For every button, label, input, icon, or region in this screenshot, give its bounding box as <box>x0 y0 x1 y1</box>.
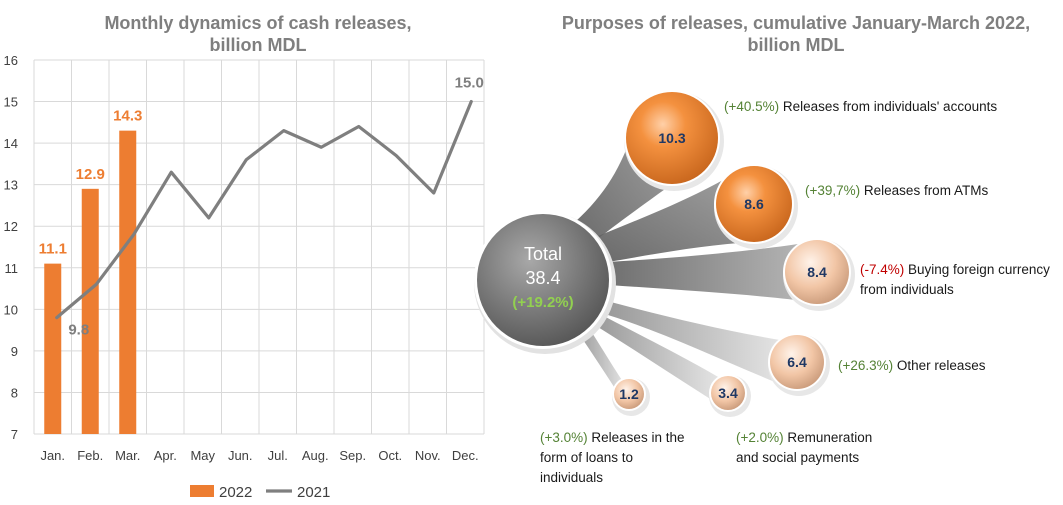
bar-2022 <box>44 263 62 434</box>
y-tick-label: 15 <box>4 95 18 110</box>
bubble <box>770 335 824 389</box>
purpose-label: (+3.0%) Releases in the form of loans to i… <box>540 430 684 485</box>
x-tick-label: Dec. <box>452 448 479 463</box>
purpose-name: individuals <box>540 470 603 485</box>
purpose-change: (-7.4%) <box>860 262 904 277</box>
y-tick-label: 14 <box>4 136 18 151</box>
purpose-label: (+2.0%) Remuneration and social payments <box>736 430 872 465</box>
right-chart-title-line: Purposes of releases, cumulative January… <box>562 13 1030 33</box>
purpose-change: (+3.0%) <box>540 430 588 445</box>
x-tick-label: Feb. <box>77 448 103 463</box>
left-chart-gridlines <box>33 59 485 435</box>
bubble-value: 6.4 <box>787 354 807 370</box>
y-tick-label: 11 <box>5 261 19 276</box>
y-tick-label: 16 <box>4 53 18 68</box>
bubble-value: 8.4 <box>807 264 827 280</box>
purposes-bubble-chart: Purposes of releases, cumulative January… <box>474 13 1050 485</box>
purpose-name: Releases from individuals' accounts <box>779 99 997 114</box>
x-tick-label: Aug. <box>302 448 329 463</box>
purpose-label: (-7.4%) Buying foreign currency from indi… <box>860 262 1050 297</box>
connector-ray <box>598 170 754 262</box>
left-chart-legend: 2022 2021 <box>190 484 330 501</box>
purpose-change: (+2.0%) <box>736 430 784 445</box>
connector-ray <box>607 243 812 302</box>
purpose-label: (+40.5%) Releases from individuals' acco… <box>724 99 997 114</box>
purpose-labels: (+40.5%) Releases from individuals' acco… <box>540 99 1050 485</box>
bar-data-label: 11.1 <box>39 241 67 258</box>
bubble <box>614 379 644 409</box>
left-chart-title-line: Monthly dynamics of cash releases, <box>104 13 411 33</box>
x-tick-label: Oct. <box>378 448 402 463</box>
x-tick-label: Jul. <box>268 448 288 463</box>
purpose-name: form of loans to <box>540 450 633 465</box>
x-tick-label: Sep. <box>339 448 366 463</box>
bar-data-label: 14.3 <box>113 108 142 125</box>
total-circle <box>477 214 609 346</box>
line-2021 <box>55 99 473 320</box>
purpose-name: and social payments <box>736 450 859 465</box>
bar-data-label: 12.9 <box>76 166 105 183</box>
right-chart-title-line: billion MDL <box>748 35 845 55</box>
purpose-name: Other releases <box>893 358 986 373</box>
left-chart-title-line: billion MDL <box>210 35 307 55</box>
purpose-change: (+40.5%) <box>724 99 779 114</box>
line-data-label: 9.8 <box>68 322 89 339</box>
left-chart-data-labels: 11.1 12.9 14.3 9.8 15.0 <box>39 75 484 339</box>
right-chart-title: Purposes of releases, cumulative January… <box>562 13 1030 55</box>
x-tick-label: May <box>190 448 215 463</box>
y-tick-label: 10 <box>4 302 18 317</box>
bubble <box>785 240 849 304</box>
bar-2022 <box>119 130 137 434</box>
connector-ray <box>590 312 726 409</box>
y-tick-label: 8 <box>11 385 18 400</box>
bubble <box>711 376 745 410</box>
purpose-label: (+39,7%) Releases from ATMs <box>805 183 988 198</box>
y-tick-label: 7 <box>11 427 18 442</box>
legend-label-2022: 2022 <box>219 484 252 501</box>
series-2022-bars <box>44 130 137 434</box>
left-chart-y-axis: 7 8 9 10 11 12 13 14 15 16 <box>4 53 18 442</box>
series-2021-line <box>55 99 473 320</box>
left-chart-x-axis: Jan. Feb. Mar. Apr. May Jun. Jul. Aug. Sep. Oct. N… <box>40 448 478 463</box>
y-tick-label: 9 <box>11 344 18 359</box>
monthly-dynamics-chart: Monthly dynamics of cash releases, billio… <box>4 13 485 501</box>
x-tick-label: Mar. <box>115 448 140 463</box>
total-change: (+19.2%) <box>512 294 573 311</box>
purpose-change: (+39,7%) <box>805 183 860 198</box>
bar-2022 <box>81 188 99 434</box>
purpose-name: Releases in the <box>588 430 685 445</box>
legend-swatch-2022 <box>190 485 214 497</box>
bubble-value: 3.4 <box>718 385 738 401</box>
y-tick-label: 13 <box>4 178 18 193</box>
purpose-change: (+26.3%) <box>838 358 893 373</box>
purpose-label: (+26.3%) Other releases <box>838 358 986 373</box>
x-tick-label: Nov. <box>415 448 441 463</box>
x-tick-label: Jun. <box>228 448 253 463</box>
bubble-value: 8.6 <box>744 196 764 212</box>
total-label: Total <box>524 244 562 264</box>
bubble-value: 1.2 <box>619 386 639 402</box>
line-data-label: 15.0 <box>455 75 484 92</box>
x-tick-label: Apr. <box>154 448 177 463</box>
y-tick-label: 12 <box>4 219 18 234</box>
purpose-name: Releases from ATMs <box>860 183 988 198</box>
purpose-bubbles: 10.3 8.6 8.4 6.4 3.4 1.2 <box>612 90 855 417</box>
bubble <box>716 166 792 242</box>
x-tick-label: Jan. <box>40 448 65 463</box>
purpose-name: from individuals <box>860 282 954 297</box>
total-bubble: Total 38.4 (+19.2%) <box>474 211 616 354</box>
left-chart-title: Monthly dynamics of cash releases, billio… <box>104 13 411 55</box>
bubble-value: 10.3 <box>658 130 685 146</box>
purpose-name: Remuneration <box>784 430 873 445</box>
bubble <box>626 92 718 184</box>
connector-ray <box>598 300 792 389</box>
legend-label-2021: 2021 <box>297 484 330 501</box>
total-value: 38.4 <box>525 268 560 288</box>
purpose-name: Buying foreign currency <box>904 262 1050 277</box>
